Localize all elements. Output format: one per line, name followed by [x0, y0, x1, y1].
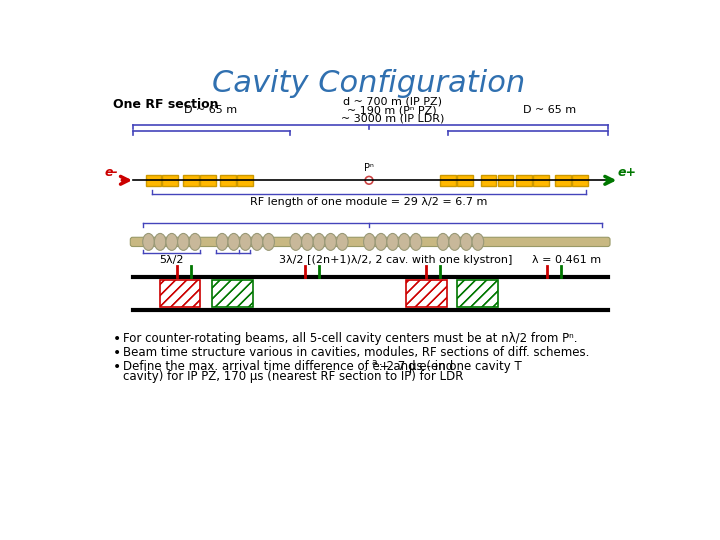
Text: λ = 0.461 m: λ = 0.461 m: [532, 255, 601, 265]
Bar: [145, 175, 161, 186]
Text: Define the max. arrival time difference of e+ and e- in one cavity T: Define the max. arrival time difference …: [122, 360, 521, 373]
Ellipse shape: [449, 233, 461, 251]
Ellipse shape: [189, 233, 201, 251]
Ellipse shape: [461, 233, 472, 251]
Text: d ~ 700 m (IP PZ): d ~ 700 m (IP PZ): [343, 97, 442, 107]
Bar: [238, 175, 253, 186]
Ellipse shape: [398, 233, 410, 251]
Bar: [220, 175, 235, 186]
Text: •: •: [113, 360, 122, 374]
Bar: [572, 175, 588, 186]
Text: e-: e-: [105, 166, 119, 179]
Bar: [481, 175, 496, 186]
Ellipse shape: [251, 233, 263, 251]
Ellipse shape: [410, 233, 422, 251]
Text: •: •: [113, 332, 122, 346]
Text: : 2.7 μs (end: : 2.7 μs (end: [375, 360, 454, 373]
Text: cavity) for IP PZ, 170 μs (nearest RF section to IP) for LDR: cavity) for IP PZ, 170 μs (nearest RF se…: [122, 370, 463, 383]
Bar: [160, 280, 200, 307]
Ellipse shape: [387, 233, 398, 251]
Bar: [406, 280, 446, 307]
Bar: [516, 175, 532, 186]
Bar: [534, 175, 549, 186]
Bar: [183, 175, 199, 186]
Bar: [457, 280, 498, 307]
Text: ~ 190 m (Pⁿ PZ): ~ 190 m (Pⁿ PZ): [348, 105, 437, 115]
Ellipse shape: [437, 233, 449, 251]
Ellipse shape: [263, 233, 274, 251]
Ellipse shape: [336, 233, 348, 251]
Text: D ~ 65 m: D ~ 65 m: [184, 105, 237, 115]
Ellipse shape: [216, 233, 228, 251]
Ellipse shape: [228, 233, 240, 251]
Ellipse shape: [364, 233, 375, 251]
Text: Beam time structure various in cavities, modules, RF sections of diff. schemes.: Beam time structure various in cavities,…: [122, 346, 589, 359]
Ellipse shape: [472, 233, 484, 251]
Ellipse shape: [375, 233, 387, 251]
Bar: [555, 175, 570, 186]
Text: 3λ/2 [(2n+1)λ/2, 2 cav. with one klystron]: 3λ/2 [(2n+1)λ/2, 2 cav. with one klystro…: [279, 255, 513, 265]
Bar: [162, 175, 178, 186]
Text: e+: e+: [618, 166, 636, 179]
Ellipse shape: [166, 233, 178, 251]
Bar: [406, 280, 446, 307]
Ellipse shape: [290, 233, 302, 251]
Ellipse shape: [154, 233, 166, 251]
Text: •: •: [113, 346, 122, 360]
Ellipse shape: [178, 233, 189, 251]
Text: One RF section: One RF section: [113, 98, 219, 111]
Bar: [200, 175, 215, 186]
Text: ~ 3000 m (IP LDR): ~ 3000 m (IP LDR): [341, 114, 444, 124]
Bar: [212, 280, 253, 307]
Text: RF length of one module = 29 λ/2 = 6.7 m: RF length of one module = 29 λ/2 = 6.7 m: [251, 197, 487, 207]
Text: For counter-rotating beams, all 5-cell cavity centers must be at nλ/2 from Pⁿ.: For counter-rotating beams, all 5-cell c…: [122, 332, 577, 345]
Ellipse shape: [302, 233, 313, 251]
Ellipse shape: [313, 233, 325, 251]
Bar: [160, 280, 200, 307]
Bar: [498, 175, 513, 186]
Circle shape: [365, 177, 373, 184]
Bar: [441, 175, 456, 186]
Ellipse shape: [143, 233, 154, 251]
Text: Cavity Configuration: Cavity Configuration: [212, 69, 526, 98]
Bar: [457, 280, 498, 307]
Text: 5λ/2: 5λ/2: [159, 255, 184, 265]
Ellipse shape: [325, 233, 336, 251]
Text: a: a: [372, 358, 377, 367]
Ellipse shape: [240, 233, 251, 251]
FancyBboxPatch shape: [130, 237, 610, 247]
Text: Pⁿ: Pⁿ: [364, 163, 374, 173]
Text: D ~ 65 m: D ~ 65 m: [523, 105, 576, 115]
Bar: [457, 175, 473, 186]
Bar: [212, 280, 253, 307]
